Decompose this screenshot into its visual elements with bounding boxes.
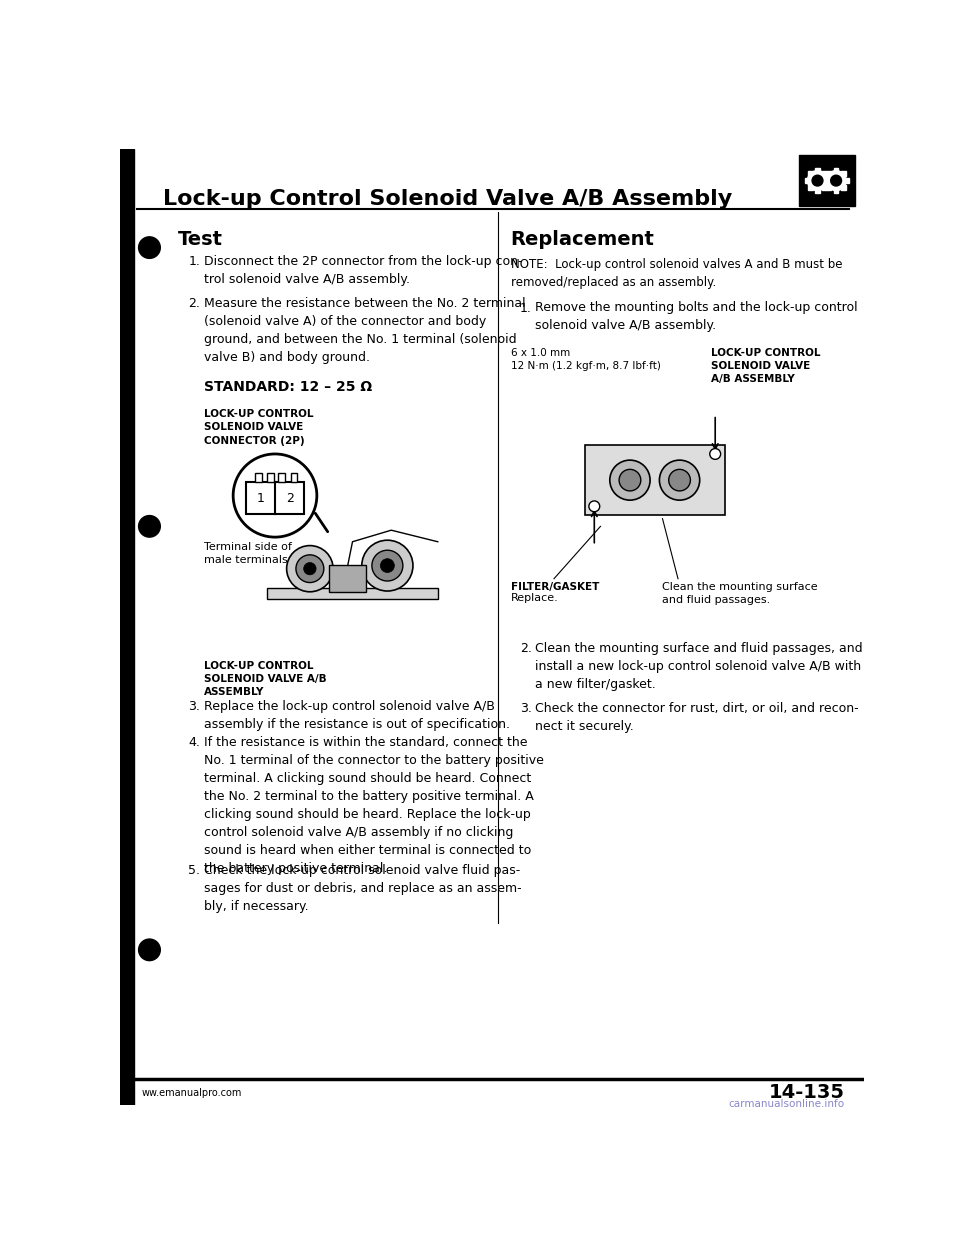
Circle shape bbox=[807, 170, 828, 190]
Bar bbox=[808, 171, 813, 176]
Bar bbox=[808, 185, 813, 190]
Text: Replace the lock-up control solenoid valve A/B
assembly if the resistance is out: Replace the lock-up control solenoid val… bbox=[204, 699, 510, 730]
Circle shape bbox=[380, 559, 395, 573]
Text: FILTER/GASKET: FILTER/GASKET bbox=[511, 581, 599, 591]
Circle shape bbox=[619, 469, 641, 491]
Text: LOCK-UP CONTROL
SOLENOID VALVE
CONNECTOR (2P): LOCK-UP CONTROL SOLENOID VALVE CONNECTOR… bbox=[204, 410, 313, 446]
Circle shape bbox=[303, 563, 316, 575]
Bar bbox=[823, 171, 827, 176]
Bar bbox=[246, 482, 304, 514]
Circle shape bbox=[296, 555, 324, 582]
Text: 1: 1 bbox=[256, 492, 264, 505]
Bar bbox=[805, 179, 809, 183]
Text: STANDARD: 12 – 25 Ω: STANDARD: 12 – 25 Ω bbox=[204, 380, 372, 394]
Text: 2.: 2. bbox=[188, 297, 200, 310]
Circle shape bbox=[138, 515, 160, 537]
Circle shape bbox=[610, 460, 650, 501]
Text: Remove the mounting bolts and the lock-up control
solenoid valve A/B assembly.: Remove the mounting bolts and the lock-u… bbox=[536, 302, 858, 333]
Text: Test: Test bbox=[179, 230, 223, 248]
Text: carmanualsonline.info: carmanualsonline.info bbox=[729, 1099, 845, 1109]
Bar bbox=[834, 189, 838, 193]
Text: 4.: 4. bbox=[188, 735, 200, 749]
Text: Measure the resistance between the No. 2 terminal
(solenoid valve A) of the conn: Measure the resistance between the No. 2… bbox=[204, 297, 525, 364]
Text: Replace.: Replace. bbox=[511, 594, 559, 604]
Bar bbox=[329, 565, 367, 591]
Text: LOCK-UP CONTROL
SOLENOID VALVE A/B
ASSEMBLY: LOCK-UP CONTROL SOLENOID VALVE A/B ASSEM… bbox=[204, 661, 326, 698]
Text: 5.: 5. bbox=[188, 863, 201, 877]
Text: Check the connector for rust, dirt, or oil, and recon-
nect it securely.: Check the connector for rust, dirt, or o… bbox=[536, 702, 859, 733]
Text: 14-135: 14-135 bbox=[769, 1083, 845, 1102]
Bar bbox=[815, 189, 820, 193]
Circle shape bbox=[812, 175, 823, 186]
Text: LOCK-UP CONTROL
SOLENOID VALVE
A/B ASSEMBLY: LOCK-UP CONTROL SOLENOID VALVE A/B ASSEM… bbox=[710, 348, 820, 384]
Circle shape bbox=[362, 540, 413, 591]
Bar bbox=[844, 179, 849, 183]
Circle shape bbox=[709, 448, 721, 460]
Bar bbox=[834, 168, 838, 173]
Text: Terminal side of
male terminals: Terminal side of male terminals bbox=[204, 542, 292, 565]
Circle shape bbox=[588, 501, 600, 512]
Text: If the resistance is within the standard, connect the
No. 1 terminal of the conn: If the resistance is within the standard… bbox=[204, 735, 543, 874]
Circle shape bbox=[138, 237, 160, 258]
Circle shape bbox=[660, 460, 700, 501]
Bar bbox=[120, 149, 134, 1105]
Bar bbox=[827, 171, 831, 176]
Text: NOTE:  Lock-up control solenoid valves A and B must be
removed/replaced as an as: NOTE: Lock-up control solenoid valves A … bbox=[511, 258, 842, 289]
Bar bbox=[799, 155, 854, 206]
Bar bbox=[267, 473, 275, 482]
Bar bbox=[291, 473, 298, 482]
Bar bbox=[841, 185, 846, 190]
Bar bbox=[823, 185, 827, 190]
Text: Replacement: Replacement bbox=[511, 230, 655, 248]
Circle shape bbox=[287, 545, 333, 591]
Text: 1.: 1. bbox=[188, 256, 200, 268]
Circle shape bbox=[372, 550, 403, 581]
Text: Clean the mounting surface
and fluid passages.: Clean the mounting surface and fluid pas… bbox=[662, 581, 818, 605]
Bar bbox=[254, 473, 262, 482]
Text: 2.: 2. bbox=[520, 642, 532, 655]
Text: ww.emanualpro.com: ww.emanualpro.com bbox=[142, 1088, 242, 1098]
Text: 3.: 3. bbox=[188, 699, 200, 713]
Circle shape bbox=[138, 939, 160, 960]
Text: Clean the mounting surface and fluid passages, and
install a new lock-up control: Clean the mounting surface and fluid pas… bbox=[536, 642, 863, 691]
Bar bbox=[824, 179, 828, 183]
Text: 6 x 1.0 mm
12 N·m (1.2 kgf·m, 8.7 lbf·ft): 6 x 1.0 mm 12 N·m (1.2 kgf·m, 8.7 lbf·ft… bbox=[511, 348, 660, 371]
Text: Check the lock-up control solenoid valve fluid pas-
sages for dust or debris, an: Check the lock-up control solenoid valve… bbox=[204, 863, 521, 913]
Circle shape bbox=[233, 455, 317, 537]
Text: 3.: 3. bbox=[520, 702, 532, 715]
Bar bbox=[815, 168, 820, 173]
Bar bbox=[585, 446, 725, 514]
Bar bbox=[841, 171, 846, 176]
Bar bbox=[827, 185, 831, 190]
Circle shape bbox=[669, 469, 690, 491]
Circle shape bbox=[826, 170, 846, 190]
Bar bbox=[278, 473, 285, 482]
Bar bbox=[267, 587, 438, 600]
Text: Lock-up Control Solenoid Valve A/B Assembly: Lock-up Control Solenoid Valve A/B Assem… bbox=[162, 189, 732, 209]
Bar bbox=[826, 179, 829, 183]
Text: 2: 2 bbox=[286, 492, 294, 505]
Circle shape bbox=[830, 175, 842, 186]
Text: Disconnect the 2P connector from the lock-up con-
trol solenoid valve A/B assemb: Disconnect the 2P connector from the loc… bbox=[204, 256, 522, 287]
Text: 1.: 1. bbox=[520, 302, 532, 314]
